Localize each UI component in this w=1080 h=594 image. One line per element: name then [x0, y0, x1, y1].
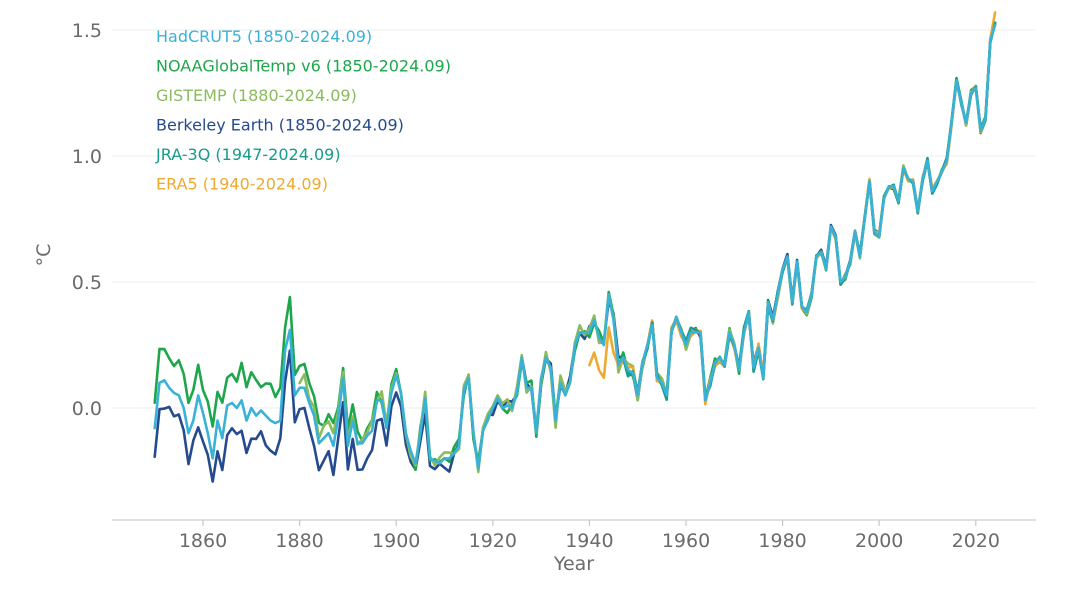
legend-entry: GISTEMP (1880-2024.09)	[156, 86, 357, 105]
x-tick-label: 1940	[565, 530, 613, 552]
x-axis-title: Year	[553, 553, 594, 575]
x-tick-label: 1860	[179, 530, 227, 552]
series-line-gistemp	[298, 23, 997, 474]
y-axis-title: °C	[33, 244, 55, 267]
legend-entry: Berkeley Earth (1850-2024.09)	[156, 116, 404, 135]
legend-entry: JRA-3Q (1947-2024.09)	[155, 145, 341, 164]
series-line-hadcrut5	[153, 23, 997, 470]
legend-entry: NOAAGlobalTemp v6 (1850-2024.09)	[156, 57, 451, 76]
y-axis-ticks: 0.0 0.5 1.0 1.5	[72, 20, 102, 420]
x-tick-label: 1920	[469, 530, 517, 552]
legend-entry: ERA5 (1940-2024.09)	[156, 175, 328, 194]
series-line-jra-3q	[621, 21, 997, 401]
y-tick-label: 0.0	[72, 398, 102, 420]
x-tick-label: 1980	[758, 530, 806, 552]
y-tick-label: 0.5	[72, 272, 102, 294]
x-tick-label: 2000	[855, 530, 903, 552]
legend-entry: HadCRUT5 (1850-2024.09)	[156, 27, 372, 46]
series-line-era5	[588, 11, 997, 406]
x-tick-label: 1900	[372, 530, 420, 552]
series-lines	[153, 11, 997, 483]
y-tick-label: 1.5	[72, 20, 102, 42]
legend: HadCRUT5 (1850-2024.09) NOAAGlobalTemp v6…	[155, 27, 451, 194]
y-tick-label: 1.0	[72, 146, 102, 168]
x-tick-label: 2020	[952, 530, 1000, 552]
x-axis-ticks: 1860 1880 1900 1920 1940 1960 1980 2000 2020	[179, 520, 1000, 552]
x-tick-label: 1880	[275, 530, 323, 552]
x-tick-label: 1960	[662, 530, 710, 552]
gridlines	[112, 29, 1036, 409]
